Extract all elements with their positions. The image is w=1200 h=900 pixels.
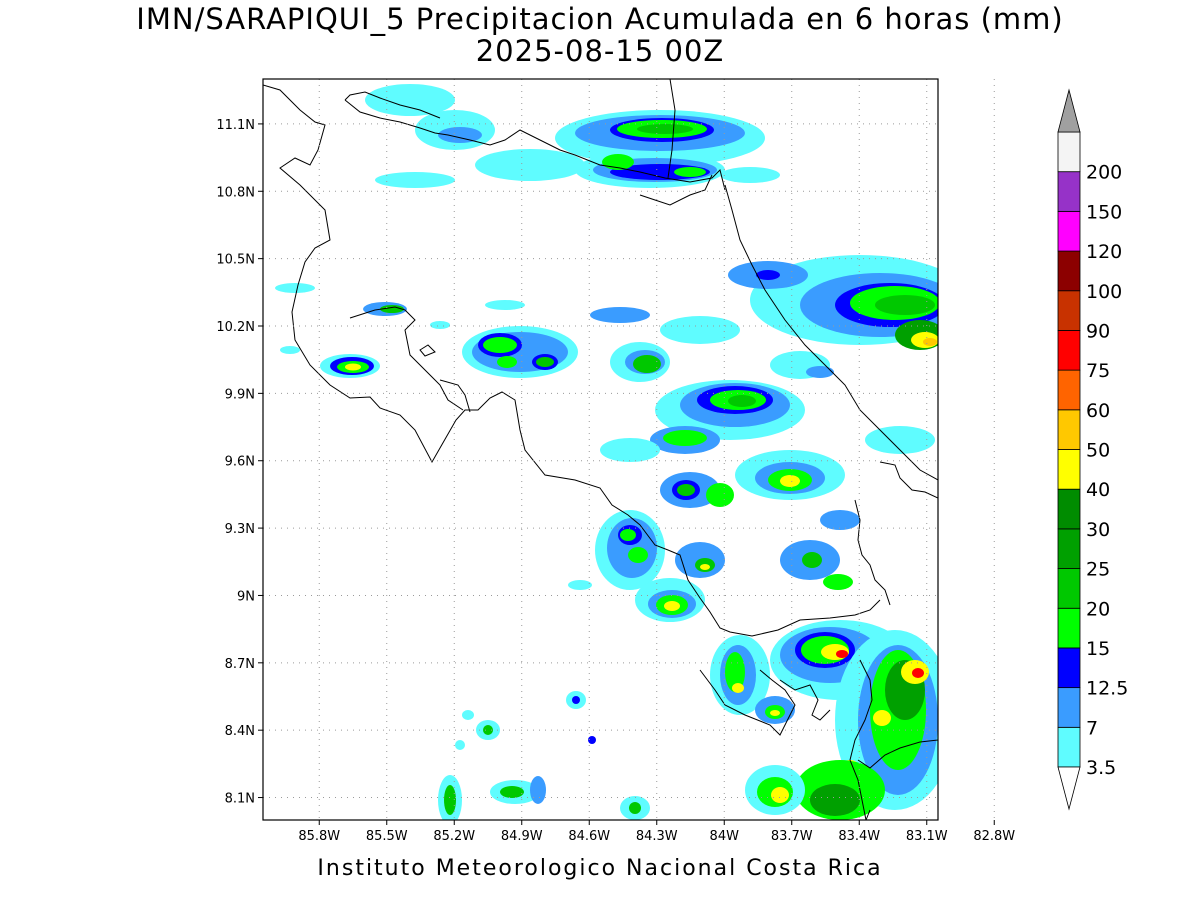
lon-tick-label: 83.4W (838, 829, 880, 844)
lon-tick-label: 85.2W (433, 829, 475, 844)
colorbar-label: 50 (1086, 440, 1110, 462)
lat-tick-label: 10.8N (216, 185, 255, 200)
lon-tick-label: 84.6W (568, 829, 610, 844)
colorbar-label: 75 (1086, 360, 1110, 382)
colorbar-label: 90 (1086, 320, 1110, 342)
colorbar-label: 30 (1086, 519, 1110, 541)
lat-tick-label: 11.1N (216, 118, 255, 133)
coastline (263, 79, 938, 820)
latitude-axis: 11.1N 10.8N 10.5N 10.2N 9.9N 9.6N 9.3N 9N 8.7N 8.… (216, 118, 263, 807)
precip-cell-south-pacific (710, 620, 938, 820)
colorbar-label: 15 (1086, 638, 1110, 660)
lat-tick-label: 8.7N (225, 657, 255, 672)
chart-title: IMN/SARAPIQUI_5 Precipitacion Acumulada … (136, 2, 1064, 36)
map-frame (262, 78, 939, 821)
precip-cell-guanacaste (275, 283, 525, 378)
colorbar-label: 7 (1086, 717, 1098, 739)
lat-tick-label: 10.5N (216, 253, 255, 268)
colorbar-label: 200 (1086, 162, 1122, 184)
colorbar-swatch (1057, 647, 1081, 689)
lat-tick-label: 8.1N (225, 792, 255, 807)
footer-credit: Instituto Meteorologico Nacional Costa R… (317, 856, 883, 881)
colorbar-swatch (1057, 131, 1081, 173)
colorbar-label: 20 (1086, 598, 1110, 620)
colorbar-swatch (1057, 290, 1081, 331)
colorbar-label: 100 (1086, 281, 1122, 303)
precip-cell-south-central (600, 380, 845, 508)
lon-tick-label: 84W (710, 829, 740, 844)
colorbar-label: 3.5 (1086, 757, 1116, 779)
precip-cell-scattered (438, 691, 650, 820)
lon-tick-label: 84.9W (501, 829, 543, 844)
colorbar-label: 60 (1086, 400, 1110, 422)
colorbar-label: 12.5 (1086, 678, 1128, 700)
colorbar: 3.5 7 12.5 15 20 25 30 40 50 60 75 90 100 120 150 200 (1057, 88, 1128, 811)
colorbar-label: 150 (1086, 201, 1122, 223)
precip-cell-pacific-central (568, 510, 860, 622)
colorbar-label: 120 (1086, 241, 1122, 263)
colorbar-swatch (1057, 488, 1081, 530)
longitude-axis: 85.8W 85.5W 85.2W 84.9W 84.6W 84.3W 84W 83.7W 83… (298, 820, 1015, 844)
colorbar-swatch (1057, 330, 1081, 371)
colorbar-swatch (1057, 449, 1081, 490)
precip-cell-central (462, 307, 740, 382)
precip-cell-caribbean (728, 255, 938, 454)
lon-tick-label: 85.5W (366, 829, 408, 844)
colorbar-swatch (1057, 687, 1081, 728)
chart-date: 2025-08-15 00Z (475, 34, 725, 68)
colorbar-swatch (1057, 409, 1081, 450)
precipitation-field (275, 84, 938, 820)
colorbar-swatch (1057, 726, 1081, 768)
colorbar-label: 40 (1086, 479, 1110, 501)
lat-tick-label: 10.2N (216, 320, 255, 335)
colorbar-swatch (1057, 607, 1081, 649)
lat-tick-label: 8.4N (225, 724, 255, 739)
lat-tick-label: 9.6N (225, 455, 255, 470)
lon-tick-label: 83.7W (771, 829, 813, 844)
colorbar-swatch (1057, 568, 1081, 609)
colorbar-swatch (1057, 171, 1081, 212)
colorbar-bottom-arrow (1057, 766, 1081, 811)
lon-tick-label: 83.1W (906, 829, 948, 844)
lon-tick-label: 84.3W (636, 829, 678, 844)
colorbar-swatch (1057, 528, 1081, 569)
lat-tick-label: 9.3N (225, 522, 255, 537)
precip-cell-north (365, 84, 780, 188)
colorbar-swatch (1057, 369, 1081, 411)
colorbar-top-arrow (1057, 88, 1081, 133)
lat-tick-label: 9N (237, 589, 255, 604)
lon-tick-label: 82.8W (973, 829, 1015, 844)
colorbar-swatch (1057, 210, 1081, 252)
lon-tick-label: 85.8W (298, 829, 340, 844)
lat-tick-label: 9.9N (225, 387, 255, 402)
colorbar-label: 25 (1086, 559, 1110, 581)
colorbar-swatch (1057, 250, 1081, 292)
